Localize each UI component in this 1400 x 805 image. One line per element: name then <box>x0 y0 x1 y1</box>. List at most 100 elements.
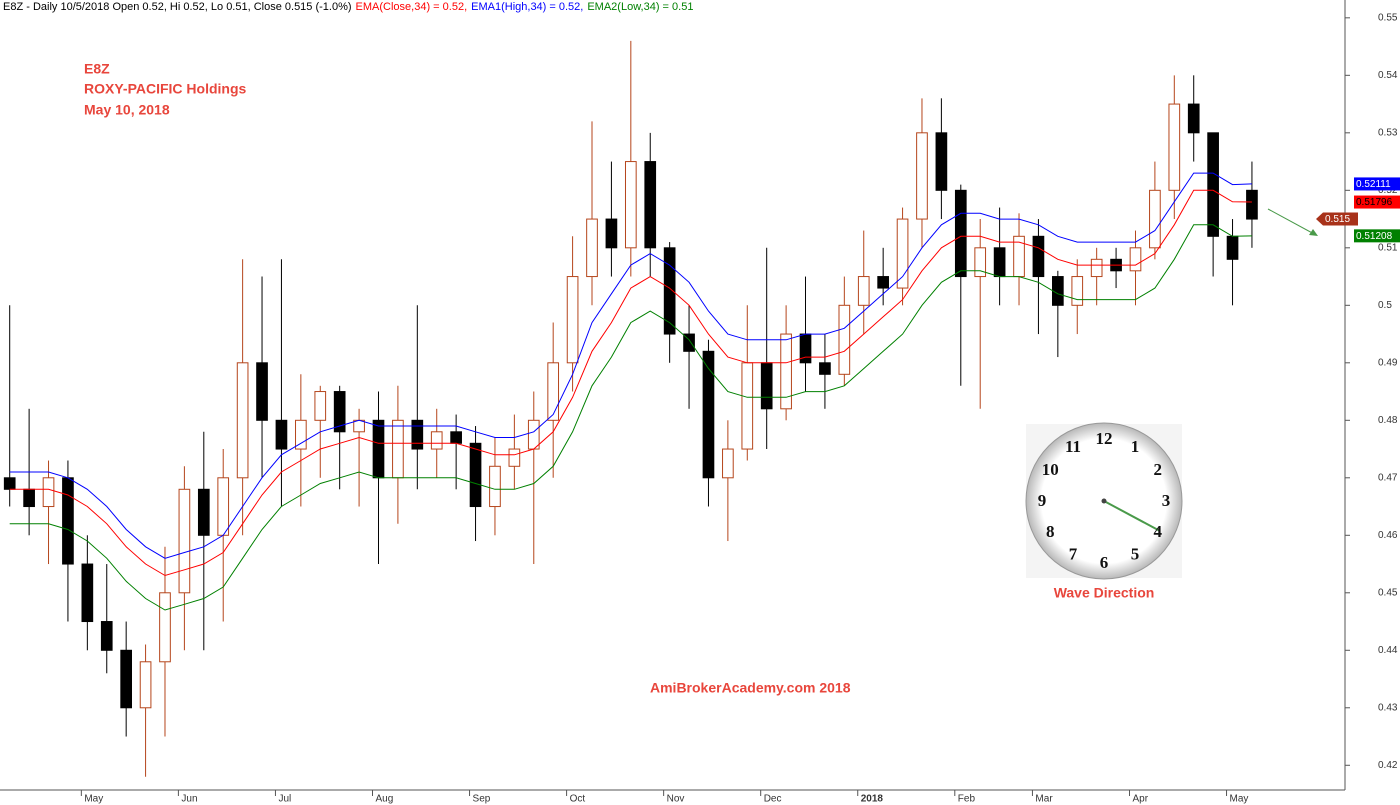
clock-center <box>1101 498 1107 504</box>
candle-body <box>838 304 851 375</box>
x-tick-label: Nov <box>667 794 685 805</box>
candle-body <box>178 488 191 594</box>
candle-body <box>392 419 404 479</box>
last-value-box <box>1354 195 1400 209</box>
y-tick-label: 0.44 <box>1378 645 1398 656</box>
clock-number: 9 <box>1038 491 1047 510</box>
candle-body <box>1207 132 1219 237</box>
y-tick-label: 0.51 <box>1378 242 1398 253</box>
x-tick-label: Aug <box>375 794 393 805</box>
candle-body <box>935 132 948 191</box>
candle-body <box>877 276 889 289</box>
legend-entry: EMA(Close,34) = 0.52, <box>356 1 468 13</box>
clock-number: 10 <box>1042 460 1059 479</box>
clock-hand <box>1103 500 1161 532</box>
clock-number: 5 <box>1131 545 1140 564</box>
candle-body <box>353 419 365 433</box>
clock-number: 4 <box>1153 522 1162 541</box>
x-tick-label: Sep <box>473 794 491 805</box>
candle-body <box>974 247 987 278</box>
chart-title: E8Z - Daily 10/5/2018 Open 0.52, Hi 0.52… <box>3 1 352 13</box>
clock-caption: Wave Direction <box>1054 585 1155 601</box>
x-tick-label: Jun <box>181 794 197 805</box>
candle-body <box>1071 276 1084 306</box>
clock-number: 7 <box>1069 545 1078 564</box>
candle-body <box>275 419 288 450</box>
candle-body <box>62 477 74 565</box>
x-tick-label: Dec <box>764 794 782 805</box>
candle-body <box>469 442 482 508</box>
x-tick-label: Mar <box>1035 794 1053 805</box>
direction-arrow <box>1267 208 1317 236</box>
candle-body <box>857 276 870 306</box>
last-value-label: 0.51796 <box>1356 197 1393 208</box>
y-tick-label: 0.42 <box>1378 760 1398 771</box>
candle-body <box>663 247 676 335</box>
clock-number: 12 <box>1096 429 1113 448</box>
x-tick-label: Apr <box>1132 794 1148 805</box>
ema-line <box>9 189 1252 577</box>
candle-body <box>236 362 249 479</box>
clock-number: 1 <box>1131 437 1140 456</box>
ema-line <box>9 172 1252 559</box>
x-tick-label: May <box>84 794 103 805</box>
clock-number: 6 <box>1100 553 1109 572</box>
candle-body <box>333 391 346 433</box>
y-tick-label: 0.45 <box>1378 587 1398 598</box>
last-value-label: 0.52111 <box>1356 179 1391 190</box>
candle-body <box>722 448 734 479</box>
candle-body <box>741 362 754 450</box>
last-value-box <box>1354 177 1400 191</box>
legend-entry: EMA2(Low,34) = 0.51 <box>587 1 693 13</box>
last-value-box <box>1354 229 1400 243</box>
candle-body <box>780 333 792 410</box>
y-tick-label: 0.46 <box>1378 530 1398 541</box>
last-close-label: 0.515 <box>1325 214 1350 225</box>
candle-body <box>993 247 1006 278</box>
x-tick-label: 2018 <box>861 794 884 805</box>
candle-body <box>508 448 521 467</box>
clock-number: 8 <box>1046 522 1055 541</box>
candle-body <box>916 132 928 220</box>
candle-body <box>197 488 210 536</box>
candle-body <box>896 218 909 289</box>
candle-body <box>702 350 715 479</box>
candle-body <box>372 419 385 479</box>
candle-body <box>566 276 579 364</box>
y-tick-label: 0.5 <box>1378 300 1392 311</box>
y-tick-label: 0.48 <box>1378 415 1398 426</box>
y-tick-label: 0.47 <box>1378 472 1398 483</box>
y-tick-label: 0.43 <box>1378 702 1398 713</box>
candle-body <box>1246 189 1258 220</box>
candle-body <box>760 362 773 410</box>
candle-body <box>42 477 55 508</box>
candle-body <box>100 621 113 651</box>
x-tick-label: Oct <box>570 794 586 805</box>
candle-body <box>1168 103 1181 191</box>
candle-body <box>295 419 307 450</box>
x-tick-label: Feb <box>958 794 976 805</box>
candle-body <box>81 563 94 623</box>
candle-body <box>547 362 560 421</box>
clock-number: 2 <box>1153 460 1162 479</box>
candle-body <box>1090 258 1103 278</box>
annotation: E8Z <box>84 61 110 77</box>
candle-body <box>683 333 695 352</box>
candle-body <box>489 465 501 508</box>
candle-body <box>527 419 540 450</box>
candle-body <box>1032 235 1045 278</box>
watermark: AmiBrokerAcademy.com 2018 <box>650 680 851 696</box>
y-tick-label: 0.54 <box>1378 70 1398 81</box>
candle-body <box>586 218 598 278</box>
candle-body <box>819 362 831 375</box>
x-tick-label: Jul <box>278 794 291 805</box>
annotation: May 10, 2018 <box>84 102 170 118</box>
candle-body <box>1052 276 1064 306</box>
candle-body <box>256 362 268 421</box>
candle-body <box>120 649 133 709</box>
x-tick-label: May <box>1230 794 1249 805</box>
arrow-head <box>1309 229 1318 236</box>
candle-body <box>139 661 152 709</box>
